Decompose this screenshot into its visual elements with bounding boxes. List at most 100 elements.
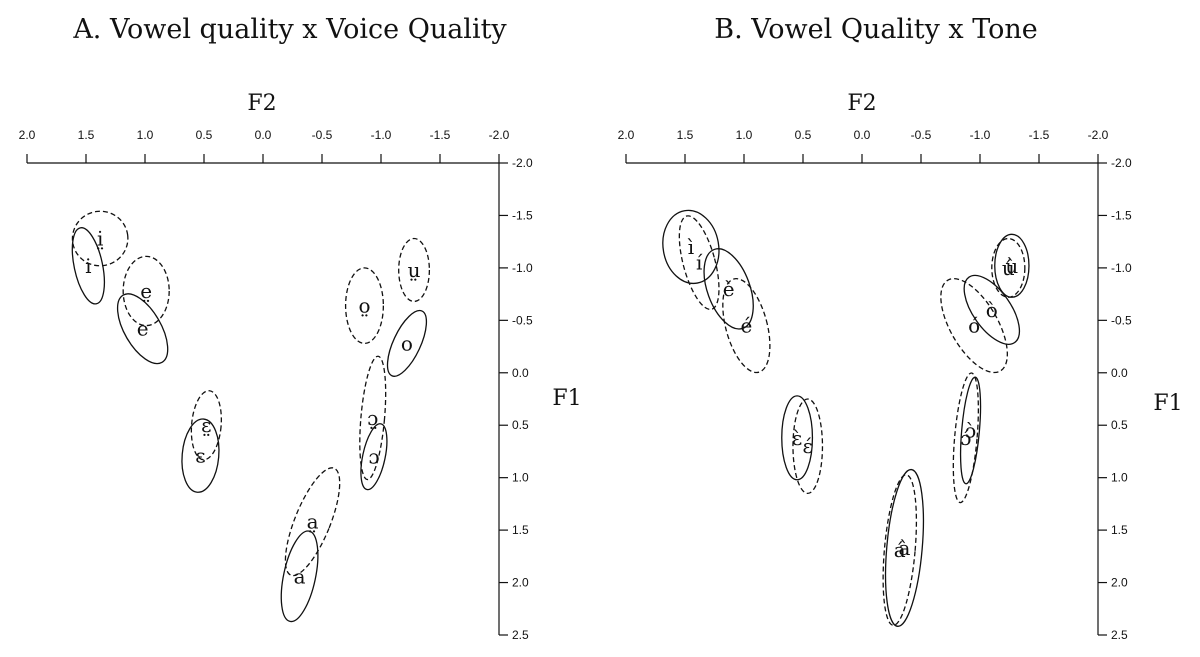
panel-a-x-tick-label: 0.0 — [255, 128, 272, 142]
panel-b-vowel-label: ɛ̀ — [792, 426, 802, 450]
panel-a-vowel-label: e̤ — [140, 279, 152, 303]
panel-b-x-tick-label: 1.0 — [736, 128, 753, 142]
panel-b-vowel-label: ì — [687, 235, 694, 259]
panel-b-vowel-ellipse — [882, 474, 918, 626]
panel-a-y-tick-label: 1.0 — [512, 471, 529, 485]
panel-a-vowel-ellipse — [398, 237, 431, 303]
panel-b-x-tick-label: 0.5 — [795, 128, 812, 142]
panel-a-vowel-ellipse — [122, 255, 170, 327]
panel-a-vowel-label: ɔ̤ — [367, 406, 378, 430]
panel-b-title: B. Vowel Quality x Tone — [714, 14, 1038, 45]
panel-a-y-tick-label: 2.0 — [512, 576, 529, 590]
panel-b-y-tick-label: 2.0 — [1111, 576, 1128, 590]
panel-b-y-tick-label: 2.5 — [1111, 628, 1128, 642]
panel-b-x-tick-label: -0.5 — [911, 128, 932, 142]
panel-a-x-axis-title: F2 — [247, 91, 276, 116]
panel-a-vowel-label: o̤ — [358, 294, 370, 318]
panel-b-vowel-ellipse — [722, 278, 771, 374]
panel-a-x-tick-label: 2.0 — [19, 128, 36, 142]
panel-b-vowel-label: ɔ̀ — [965, 418, 976, 442]
panel-a-y-axis-title: F1 — [552, 386, 581, 411]
panel-a: A. Vowel quality x Voice Quality F2 F1 2… — [19, 14, 582, 642]
panel-b: B. Vowel Quality x Tone F2 F1 2.0 1.5 1.0 0… — [618, 14, 1183, 642]
panel-a-vowel-ellipse — [116, 293, 169, 365]
panel-a-y-tick-label: -1.5 — [512, 208, 533, 222]
panel-b-y-tick-label: -1.5 — [1111, 208, 1132, 222]
panel-a-vowel-label: e — [137, 317, 149, 341]
panel-b-y-axis-title: F1 — [1153, 391, 1182, 416]
panel-a-vowel-label: i — [85, 254, 91, 278]
panel-a-vowel-ellipse — [280, 530, 319, 623]
panel-a-vowel-ellipse — [190, 390, 223, 461]
panel-b-x-tick-label: -1.5 — [1029, 128, 1050, 142]
panel-a-y-tick-label: 0.5 — [512, 418, 529, 432]
panel-b-vowel-label: à — [899, 536, 911, 560]
panel-b-vowel-label: ù — [1005, 254, 1018, 278]
panel-a-vowel-ellipse — [360, 423, 388, 491]
panel-b-vowel-ellipse — [940, 277, 1008, 374]
panel-a-vowel-label: ṳ — [408, 258, 421, 282]
panel-a-x-tick-label: 1.5 — [78, 128, 95, 142]
panel-a-vowel-ellipse — [386, 309, 428, 377]
panel-b-vowel-ellipse — [884, 468, 925, 627]
panel-b-y-tick-label: 1.0 — [1111, 471, 1128, 485]
panel-a-vowel-label: i̤ — [96, 227, 104, 251]
panel-a-vowel-label: ɔ — [368, 445, 379, 469]
panel-b-vowel-label: é — [740, 314, 752, 338]
panel-b-vowel-ellipse — [991, 237, 1026, 298]
panel-a-vowel-ellipse — [284, 467, 341, 577]
panel-b-y-tick-label: -2.0 — [1111, 156, 1132, 170]
panel-a-vowel-label: ɛ — [195, 444, 205, 468]
panel-a-vowel-label: o — [401, 331, 413, 355]
panel-a-y-tick-label: 2.5 — [512, 628, 529, 642]
panel-b-vowel-label: ɔ́ — [960, 426, 971, 450]
panel-a-vowel-ellipse — [71, 227, 106, 305]
panel-a-x-tick-label: 0.5 — [196, 128, 213, 142]
panel-a-vowel-label: a — [294, 564, 306, 588]
panel-a-y-tick-label: -1.0 — [512, 261, 533, 275]
panel-b-x-tick-label: -2.0 — [1088, 128, 1109, 142]
panel-a-y-ticks: -2.0 -1.5 -1.0 -0.5 0.0 0.5 1.0 1.5 2.0 2.5 — [498, 156, 533, 642]
panel-a-vowel-label: ɛ̤ — [201, 413, 211, 437]
panel-a-x-tick-label: -2.0 — [489, 128, 510, 142]
panel-a-vowel-label: a̤ — [307, 510, 319, 534]
panel-a-y-tick-label: -0.5 — [512, 313, 533, 327]
panel-b-vowel-label: ɛ́ — [803, 434, 813, 458]
panel-b-vowel-ellipse — [952, 372, 980, 504]
panel-a-x-ticks: 2.0 1.5 1.0 0.5 0.0 -0.5 -1.0 -1.5 -2.0 — [19, 128, 510, 164]
panel-a-x-tick-label: -1.5 — [430, 128, 451, 142]
panel-a-y-tick-label: -2.0 — [512, 156, 533, 170]
panel-b-x-tick-label: 0.0 — [854, 128, 871, 142]
panel-b-vowel-ellipse — [963, 274, 1021, 345]
panel-b-vowel-label: è — [723, 277, 735, 301]
panel-b-x-axis-title: F2 — [847, 91, 876, 116]
panel-b-vowel-ellipse — [703, 248, 754, 330]
panel-a-vowel-ellipse — [71, 210, 129, 267]
panel-a-y-tick-label: 1.5 — [512, 523, 529, 537]
panel-a-title: A. Vowel quality x Voice Quality — [72, 14, 507, 45]
panel-b-y-ticks: -2.0 -1.5 -1.0 -0.5 0.0 0.5 1.0 1.5 2.0 2.5 — [1097, 156, 1132, 642]
panel-b-x-tick-label: 1.5 — [677, 128, 694, 142]
panel-b-vowel-ellipse — [792, 398, 824, 495]
panel-a-x-tick-label: -0.5 — [312, 128, 333, 142]
panel-a-ellipses: i̤i e̤ e ɛ̤ ɛ a̤ a ɔ̤ ɔ o̤ o ṳ — [71, 210, 431, 623]
panel-b-vowel-ellipse — [678, 215, 720, 311]
panel-b-vowel-label: ú — [1002, 256, 1015, 280]
panel-b-vowel-label: ó — [968, 314, 980, 338]
panel-b-vowel-ellipse — [781, 395, 814, 481]
panel-b-x-tick-label: -1.0 — [970, 128, 991, 142]
panel-b-x-ticks: 2.0 1.5 1.0 0.5 0.0 -0.5 -1.0 -1.5 -2.0 — [618, 128, 1109, 164]
panel-b-y-tick-label: 1.5 — [1111, 523, 1128, 537]
panel-b-y-tick-label: 0.5 — [1111, 418, 1128, 432]
panel-a-vowel-ellipse — [359, 355, 387, 481]
panel-a-y-tick-label: 0.0 — [512, 366, 529, 380]
panel-b-y-tick-label: -0.5 — [1111, 313, 1132, 327]
panel-b-y-tick-label: 0.0 — [1111, 366, 1128, 380]
panel-b-x-tick-label: 2.0 — [618, 128, 635, 142]
panel-a-x-tick-label: -1.0 — [371, 128, 392, 142]
panel-b-y-tick-label: -1.0 — [1111, 261, 1132, 275]
panel-b-vowel-label: í — [696, 251, 703, 275]
panel-a-vowel-ellipse — [181, 418, 220, 493]
